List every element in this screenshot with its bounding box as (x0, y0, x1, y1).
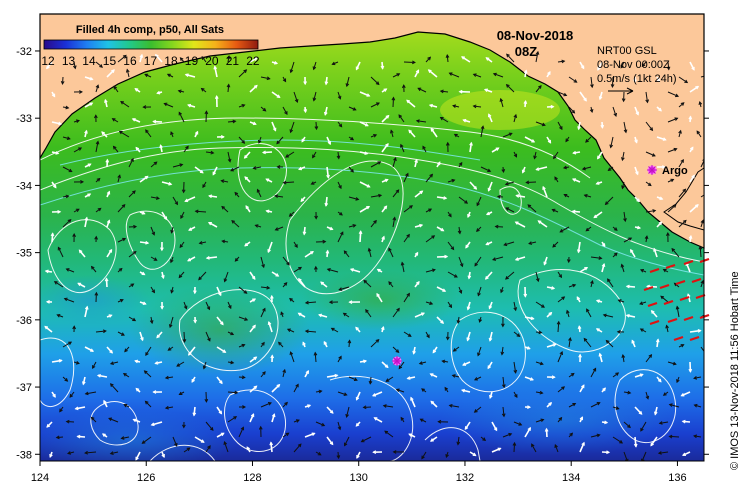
argo-marker-2 (392, 356, 402, 366)
colorbar-tick-label: 22 (246, 54, 260, 68)
y-tick-label: -35 (16, 248, 32, 260)
colorbar-tick-label: 17 (144, 54, 158, 68)
legend-time: 08-Nov 00:00Z (597, 59, 670, 71)
colorbar-tick-label: 16 (123, 54, 137, 68)
x-tick-label: 126 (137, 472, 155, 484)
y-tick-label: -37 (16, 382, 32, 394)
map-date: 08-Nov-2018 (497, 28, 574, 43)
legend-name: NRT00 GSL (597, 45, 657, 57)
y-tick-label: -36 (16, 315, 32, 327)
vector-arrow-head (706, 192, 709, 195)
colorbar (44, 40, 258, 49)
colorbar-ticks: 12 13 14 15 16 17 18 19 20 21 22 (41, 54, 260, 68)
y-tick-label: -32 (16, 46, 32, 58)
map-hour: 08Z (515, 44, 537, 59)
colorbar-tick-label: 14 (82, 54, 96, 68)
colorbar-tick-label: 12 (41, 54, 55, 68)
x-tick-label: 132 (456, 472, 474, 484)
colorbar-tick-label: 15 (103, 54, 117, 68)
argo-marker (647, 165, 657, 175)
x-tick-label: 128 (243, 472, 261, 484)
y-tick-label: -34 (16, 180, 32, 192)
x-tick-label: 124 (31, 472, 49, 484)
colorbar-tick-label: 13 (62, 54, 76, 68)
vector-arrow-head (707, 311, 710, 314)
x-tick-label: 136 (668, 472, 686, 484)
colorbar-tick-label: 20 (205, 54, 219, 68)
map-title: Filled 4h comp, p50, All Sats (76, 24, 224, 36)
credit-text: © IMOS 13-Nov-2018 11:56 Hobart Time (729, 271, 741, 470)
x-axis: 124 126 128 130 132 134 136 (31, 461, 687, 484)
x-tick-label: 130 (350, 472, 368, 484)
legend-scale: 0.5m/s (1kt 24h) (597, 73, 676, 85)
y-tick-label: -33 (16, 113, 32, 125)
colorbar-tick-label: 19 (185, 54, 199, 68)
colorbar-gradient (44, 40, 258, 49)
argo-label: Argo (662, 165, 688, 177)
y-tick-label: -38 (16, 449, 32, 461)
colorbar-tick-label: 18 (164, 54, 178, 68)
x-tick-label: 134 (562, 472, 580, 484)
colorbar-tick-label: 21 (226, 54, 240, 68)
